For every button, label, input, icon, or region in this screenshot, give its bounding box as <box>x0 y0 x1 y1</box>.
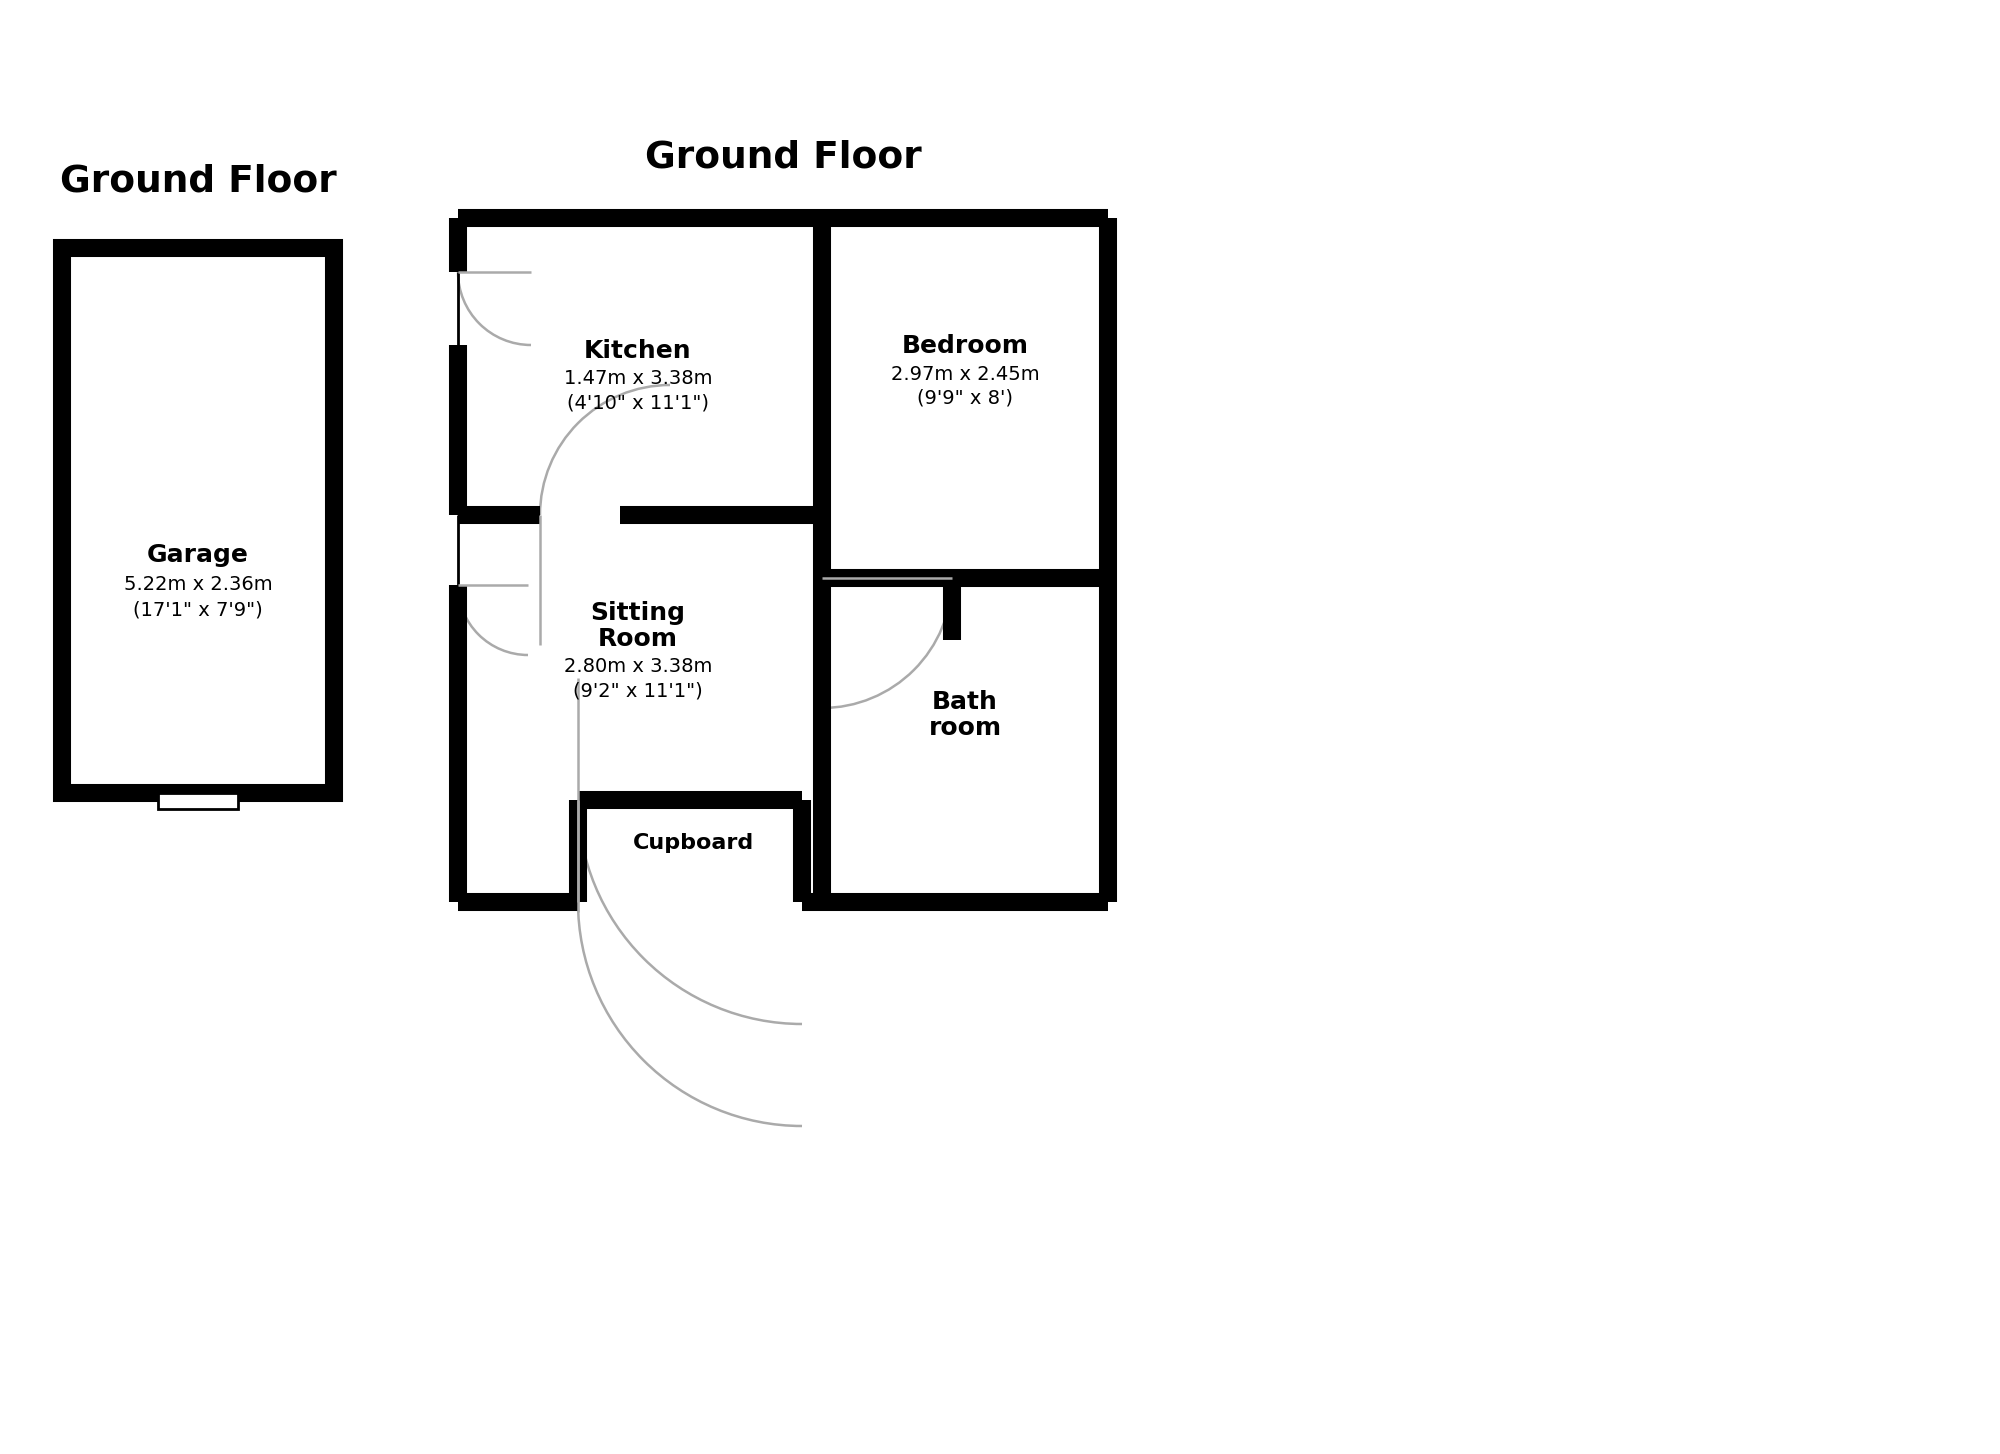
Text: Sitting: Sitting <box>590 601 686 625</box>
Text: (9'9" x 8'): (9'9" x 8') <box>916 388 1014 407</box>
Bar <box>158 792 238 808</box>
Text: 2.80m x 3.38m: 2.80m x 3.38m <box>564 657 712 676</box>
Text: 2.97m x 2.45m: 2.97m x 2.45m <box>890 365 1040 384</box>
Bar <box>62 249 334 792</box>
Text: 5.22m x 2.36m: 5.22m x 2.36m <box>124 576 272 595</box>
Text: Bedroom: Bedroom <box>902 334 1028 358</box>
Text: Cupboard: Cupboard <box>632 833 754 853</box>
Text: (17'1" x 7'9"): (17'1" x 7'9") <box>134 601 262 619</box>
Text: Kitchen: Kitchen <box>584 339 692 364</box>
Text: Ground Floor: Ground Floor <box>644 140 922 174</box>
Text: Room: Room <box>598 627 678 651</box>
Text: Bath: Bath <box>932 691 998 714</box>
Text: Ground Floor: Ground Floor <box>60 164 336 201</box>
Text: 1.47m x 3.38m: 1.47m x 3.38m <box>564 369 712 388</box>
Text: (4'10" x 11'1"): (4'10" x 11'1") <box>568 394 708 413</box>
Text: (9'2" x 11'1"): (9'2" x 11'1") <box>574 682 702 701</box>
Text: Garage: Garage <box>148 542 248 567</box>
Text: room: room <box>928 715 1002 740</box>
